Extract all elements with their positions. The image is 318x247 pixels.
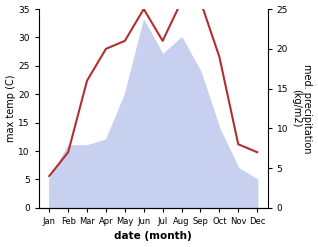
X-axis label: date (month): date (month) [114,231,192,242]
Y-axis label: med. precipitation
(kg/m2): med. precipitation (kg/m2) [291,64,313,153]
Y-axis label: max temp (C): max temp (C) [5,75,16,142]
